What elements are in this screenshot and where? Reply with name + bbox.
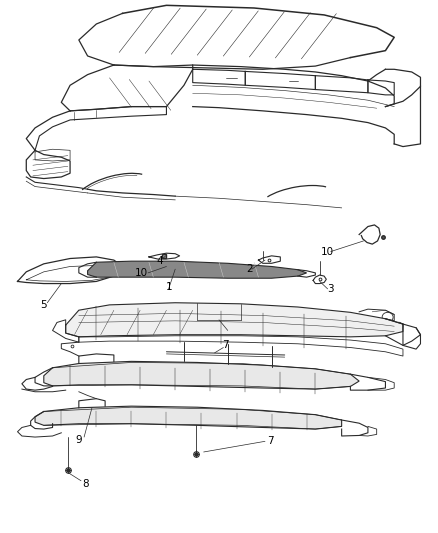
Text: 7: 7 [222, 341, 229, 350]
Polygon shape [44, 361, 359, 389]
Text: 9: 9 [75, 435, 82, 445]
Text: 4: 4 [156, 256, 163, 266]
Polygon shape [35, 406, 342, 429]
Text: 2: 2 [246, 264, 253, 274]
Polygon shape [88, 261, 307, 278]
Text: 7: 7 [267, 437, 274, 446]
Polygon shape [66, 303, 403, 337]
Text: 10: 10 [134, 268, 148, 278]
Text: 5: 5 [40, 300, 47, 310]
Text: 3: 3 [327, 284, 334, 294]
Text: 8: 8 [82, 479, 89, 489]
Text: 1: 1 [165, 282, 172, 292]
Text: 10: 10 [321, 247, 334, 256]
